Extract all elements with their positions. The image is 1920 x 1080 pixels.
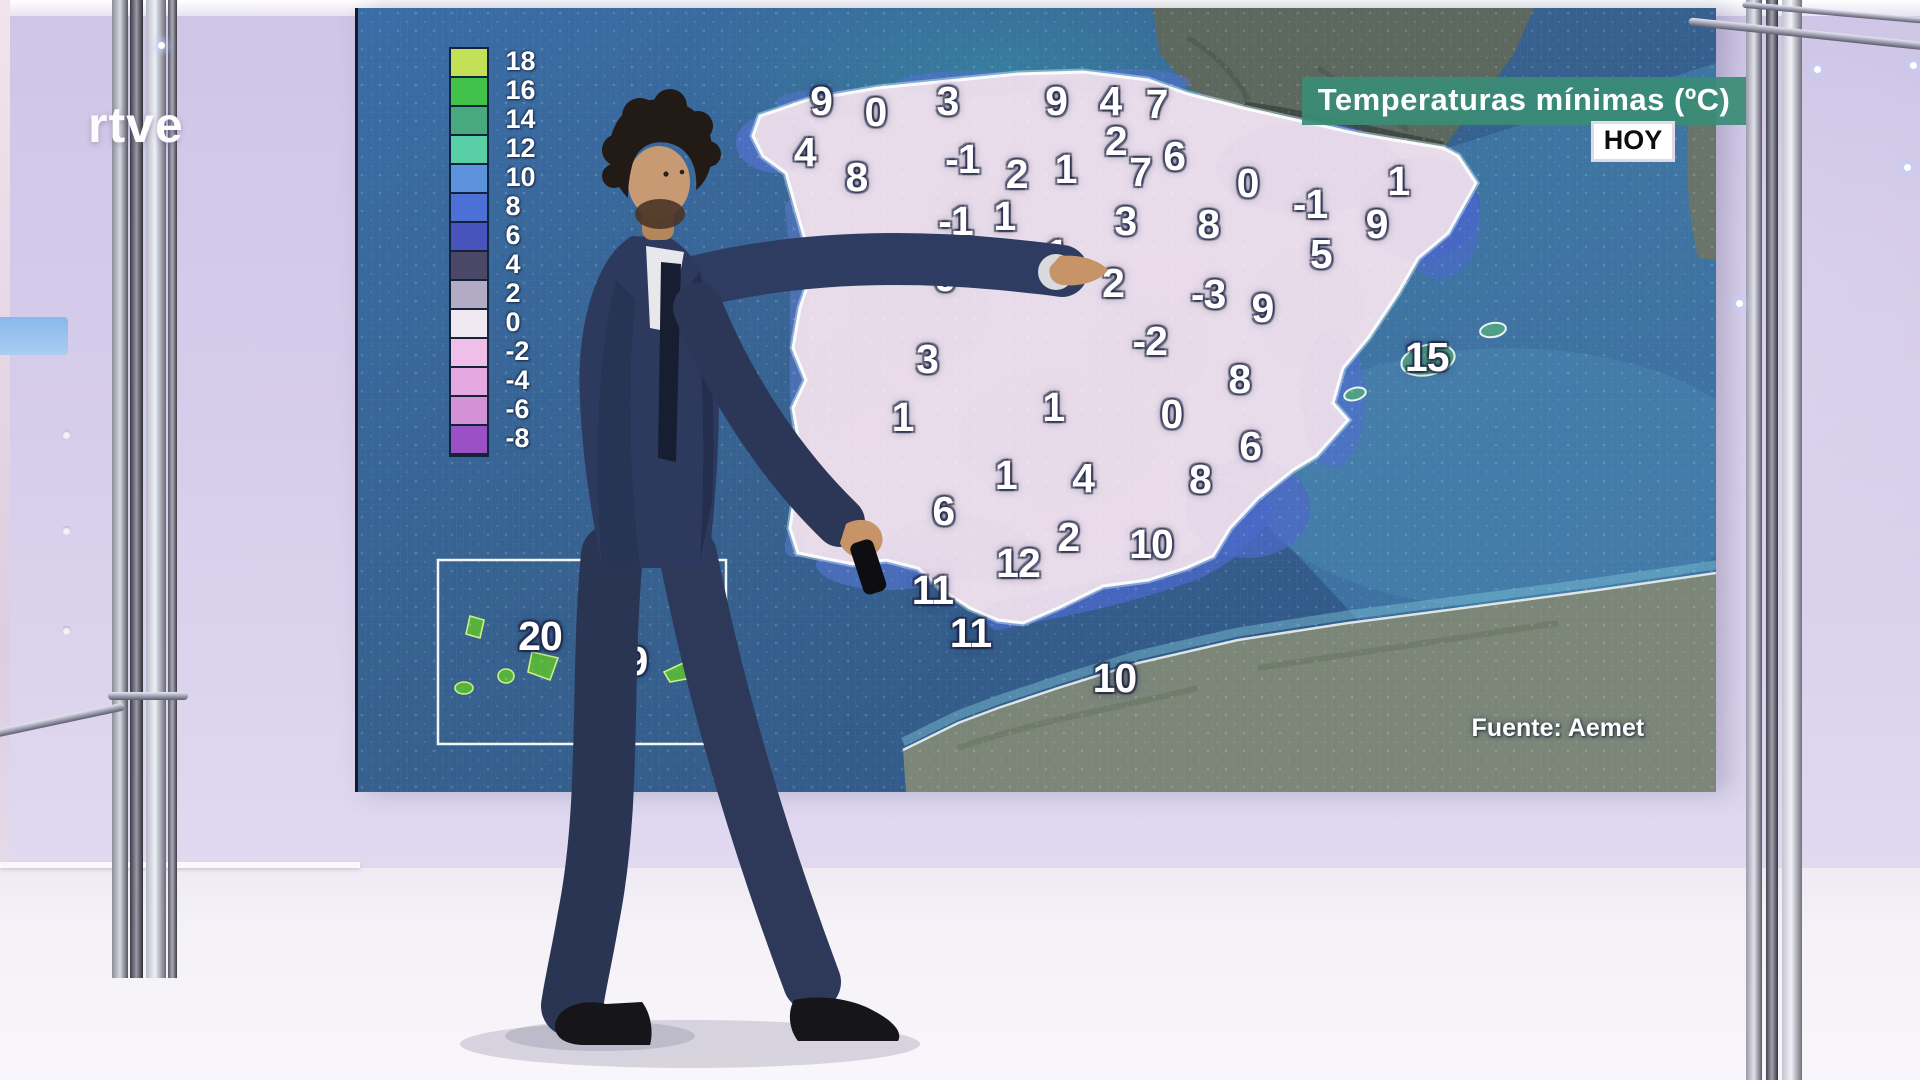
wall-screw-dot bbox=[62, 526, 71, 535]
legend-swatch-column bbox=[448, 47, 489, 458]
floor-step-edge bbox=[0, 862, 360, 868]
legend-value: 8 bbox=[505, 191, 521, 222]
legend-swatch bbox=[450, 136, 487, 166]
led-dot bbox=[158, 42, 165, 49]
legend-swatch bbox=[450, 49, 487, 79]
wall-screw-dot bbox=[62, 430, 71, 439]
legend-value: -6 bbox=[505, 394, 530, 425]
rtve-logo: rtve bbox=[88, 97, 184, 153]
legend-value: 18 bbox=[505, 46, 536, 77]
legend-swatch bbox=[450, 368, 487, 398]
legend-value: 2 bbox=[505, 278, 521, 309]
legend-swatch bbox=[450, 397, 487, 427]
led-dot bbox=[1814, 66, 1821, 73]
legend-value: 12 bbox=[505, 133, 536, 164]
led-dot bbox=[1736, 300, 1743, 307]
legend-value: 10 bbox=[505, 162, 536, 193]
legend-swatch bbox=[450, 426, 487, 456]
right-chrome-poles bbox=[1746, 0, 1804, 1080]
legend-value: 6 bbox=[505, 220, 521, 251]
legend-swatch bbox=[450, 107, 487, 137]
left-horizontal-rail bbox=[108, 692, 188, 700]
legend-swatch bbox=[450, 78, 487, 108]
legend-value: -4 bbox=[505, 365, 530, 396]
left-blue-panel bbox=[0, 317, 68, 355]
legend-value: 4 bbox=[505, 249, 521, 280]
legend-value: 0 bbox=[505, 307, 521, 338]
weather-map-wall: 18 16 14 12 10 8 6 4 2 0 -2 -4 -6 -8 9 0 3 9 4 7 4 8 -1 2 1 2 7 6-… bbox=[355, 8, 1747, 792]
legend-swatch bbox=[450, 281, 487, 311]
legend-swatch bbox=[450, 165, 487, 195]
led-dot bbox=[1910, 62, 1917, 69]
left-chrome-poles bbox=[112, 0, 182, 978]
legend-value: 16 bbox=[505, 75, 536, 106]
day-tag-badge: HOY bbox=[1593, 124, 1673, 160]
legend-swatch bbox=[450, 339, 487, 369]
legend-swatch bbox=[450, 252, 487, 282]
legend-swatch bbox=[450, 194, 487, 224]
legend-value: -2 bbox=[505, 336, 530, 367]
weather-map-graphic bbox=[358, 8, 1716, 792]
led-dot bbox=[1904, 164, 1911, 171]
legend: 18 16 14 12 10 8 6 4 2 0 -2 -4 -6 -8 bbox=[448, 47, 535, 458]
legend-value: -8 bbox=[505, 423, 530, 454]
legend-swatch bbox=[450, 223, 487, 253]
legend-label-column: 18 16 14 12 10 8 6 4 2 0 -2 -4 -6 -8 bbox=[505, 47, 535, 453]
source-credit: Fuente: Aemet bbox=[1471, 713, 1645, 742]
left-frame-edge bbox=[0, 0, 10, 1080]
studio-floor bbox=[0, 868, 1920, 1080]
wall-screw-dot bbox=[62, 626, 71, 635]
legend-value: 14 bbox=[505, 104, 536, 135]
map-title: Temperaturas mínimas (ºC) bbox=[1301, 76, 1747, 125]
legend-swatch bbox=[450, 310, 487, 340]
